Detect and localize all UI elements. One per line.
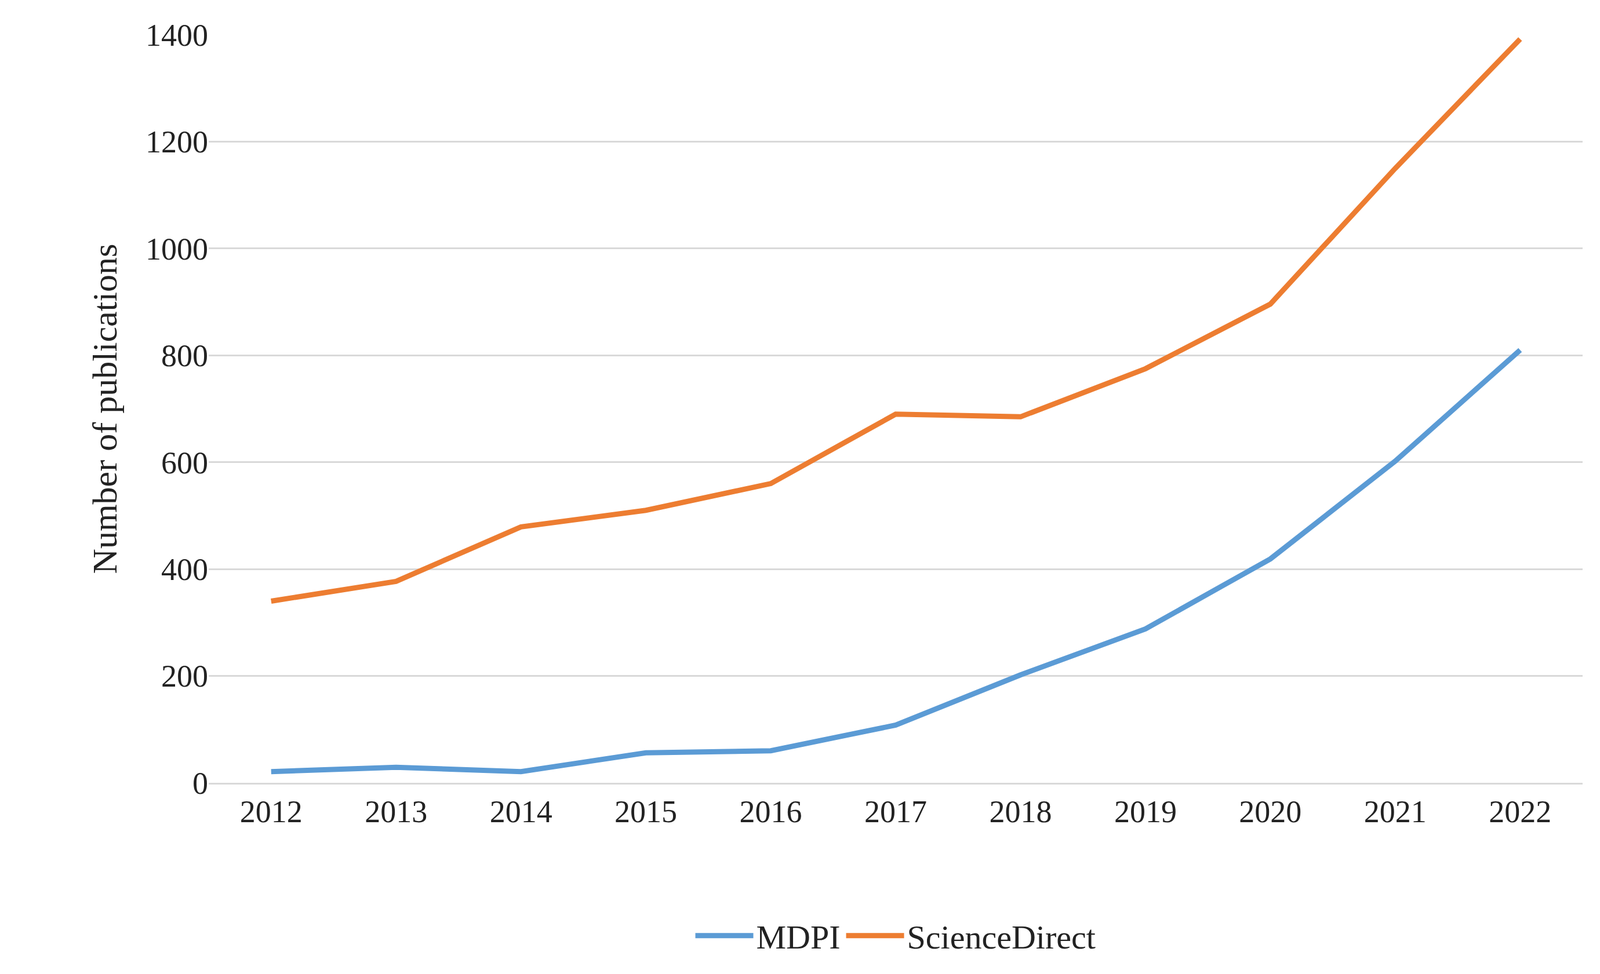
svg-text:1200: 1200: [145, 124, 209, 160]
svg-text:2017: 2017: [864, 794, 927, 830]
svg-text:200: 200: [161, 659, 209, 694]
svg-text:2014: 2014: [489, 794, 553, 830]
svg-text:1000: 1000: [145, 231, 209, 267]
svg-text:2022: 2022: [1488, 794, 1552, 830]
svg-text:400: 400: [161, 552, 209, 588]
svg-text:2021: 2021: [1364, 794, 1427, 830]
svg-text:2018: 2018: [988, 794, 1052, 830]
svg-text:2015: 2015: [614, 794, 678, 830]
svg-text:2019: 2019: [1114, 794, 1177, 830]
svg-text:ScienceDirect: ScienceDirect: [907, 918, 1096, 957]
svg-text:2016: 2016: [739, 794, 803, 830]
svg-text:600: 600: [161, 445, 209, 481]
svg-text:2013: 2013: [364, 794, 428, 830]
svg-text:0: 0: [192, 766, 209, 802]
svg-text:2020: 2020: [1238, 794, 1302, 830]
svg-text:800: 800: [161, 338, 209, 374]
svg-text:MDPI: MDPI: [756, 918, 841, 957]
svg-text:Number of publications: Number of publications: [85, 244, 125, 575]
svg-text:2012: 2012: [240, 794, 303, 830]
svg-text:1400: 1400: [145, 17, 209, 53]
